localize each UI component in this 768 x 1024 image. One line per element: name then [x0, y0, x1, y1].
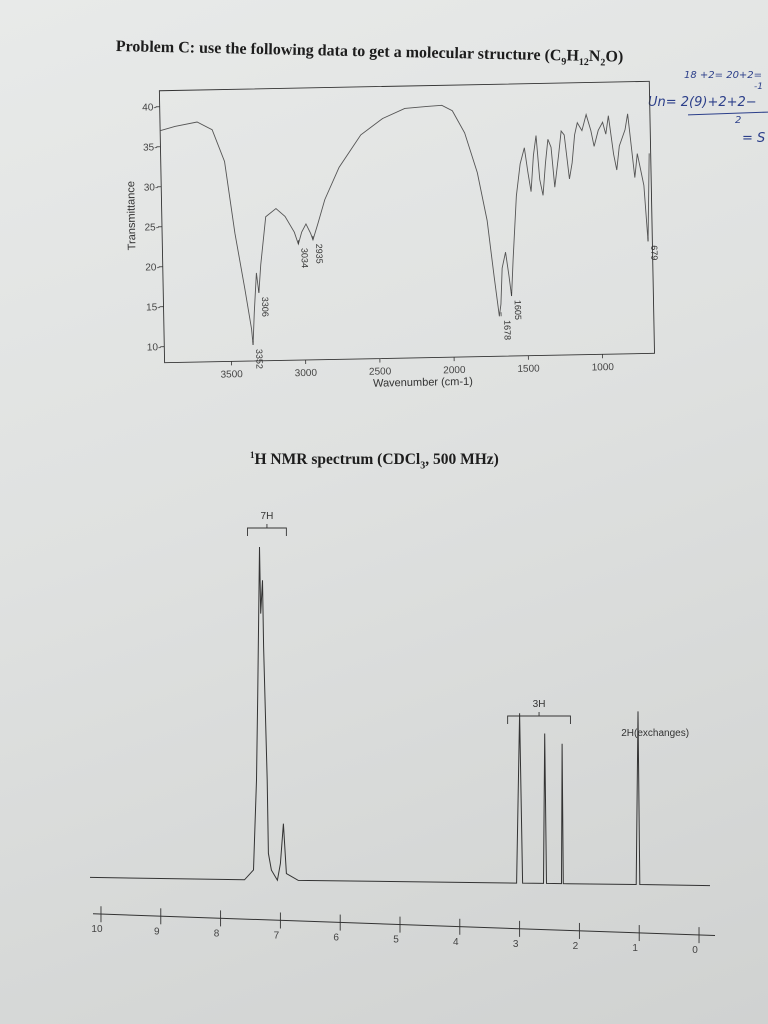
nmr-title-sup: 1	[250, 450, 255, 460]
nmr-title-rest: , 500 MHz)	[425, 451, 499, 469]
ir-x-tick-label: 3000	[295, 368, 318, 379]
ir-y-tick-label: 30-	[144, 182, 159, 193]
nmr-x-tick-label: 0	[692, 945, 698, 956]
ir-peak-label: 3306	[260, 297, 270, 317]
ir-peak-label: 1605	[513, 300, 523, 320]
ir-y-tick-label: 25-	[144, 222, 159, 233]
nmr-x-tick-label: 8	[214, 928, 220, 939]
ir-x-tick-label: 1500	[517, 363, 540, 374]
handwriting-line-4: = S	[742, 131, 766, 146]
ir-x-tick-label: 3500	[220, 369, 243, 380]
ir-y-tick-label: 35-	[143, 142, 158, 153]
nmr-x-tick-label: 5	[393, 935, 399, 946]
ir-peak-label: 679	[649, 245, 659, 260]
nmr-title-sub: 3	[420, 460, 426, 472]
nmr-x-tick-label: 10	[91, 924, 103, 935]
ir-peak-label: 3034	[299, 248, 309, 268]
ir-peak-label: 3352	[254, 349, 264, 369]
ir-peak-label: 1678	[502, 320, 512, 340]
nmr-x-tick-label: 7	[274, 930, 280, 941]
nmr-title-text: H NMR spectrum (CDCl	[254, 451, 421, 469]
nmr-spectrum-line	[89, 546, 711, 887]
handwriting-minus-one: -1	[754, 82, 763, 92]
ir-spectrum-line	[160, 104, 650, 346]
handwriting-line-1: 18 +2= 20+2=	[684, 70, 763, 81]
nmr-integration-bracket	[247, 524, 287, 536]
nmr-x-tick-label: 1	[632, 943, 638, 954]
nmr-integration-label: 2H(exchanges)	[621, 728, 689, 739]
handwriting-line-2: Un= 2(9)+2+2−	[648, 95, 757, 110]
ir-y-tick-label: 20-	[145, 262, 160, 273]
ir-x-axis-title: Wavenumber (cm-1)	[373, 376, 473, 390]
handwriting-line-3: 2	[735, 115, 742, 126]
ir-x-tick-label: 2000	[443, 365, 466, 376]
nmr-x-tick-label: 9	[154, 926, 160, 937]
ir-x-tick-label: 1000	[592, 362, 615, 373]
ir-x-tick-label: 2500	[369, 366, 392, 377]
ir-y-tick-label: 15-	[146, 302, 161, 313]
ir-y-axis-title: Transmittance	[125, 181, 138, 251]
ir-peak-label: 2935	[314, 244, 324, 264]
nmr-integration-label: 7H	[261, 511, 274, 522]
ir-y-tick-label: 40-	[142, 102, 157, 113]
nmr-x-axis	[92, 913, 716, 937]
nmr-x-tick-label: 6	[333, 933, 339, 944]
nmr-title: 1H NMR spectrum (CDCl3, 500 MHz)	[250, 450, 499, 471]
nmr-x-tick-label: 4	[453, 937, 459, 948]
nmr-x-tick-label: 3	[513, 939, 519, 950]
nmr-integration-bracket	[507, 712, 571, 724]
nmr-integration-label: 3H	[533, 699, 546, 710]
ir-y-tick-label: 10-	[147, 342, 162, 353]
nmr-x-tick-label: 2	[573, 941, 579, 952]
